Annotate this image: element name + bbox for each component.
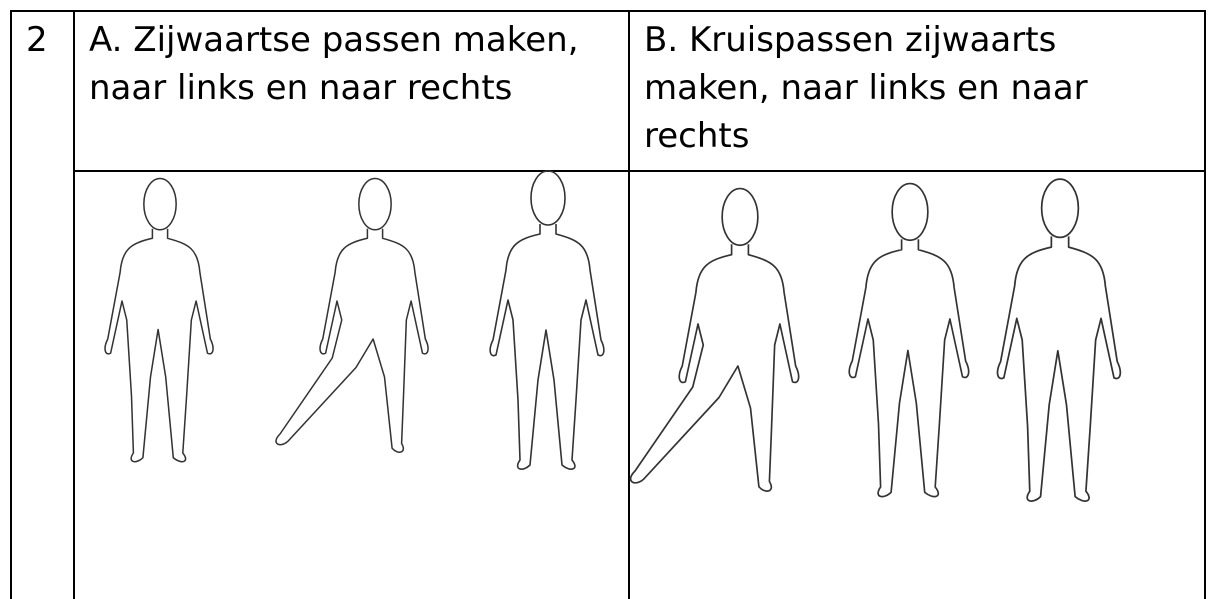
header-cell-a: A. Zijwaartse passen maken, naar links e… xyxy=(73,12,628,599)
figure xyxy=(629,187,800,492)
header-cell-b: B. Kruispassen zijwaarts maken, naar lin… xyxy=(628,12,1204,599)
figure xyxy=(275,177,429,453)
row-number: 2 xyxy=(26,20,48,60)
right-border xyxy=(1204,10,1206,599)
table-top-border xyxy=(10,10,1206,12)
row-divider xyxy=(73,170,1206,172)
exercise-b-title: B. Kruispassen zijwaarts maken, naar lin… xyxy=(644,20,1088,156)
exercise-a-title: A. Zijwaartse passen maken, naar links e… xyxy=(89,20,579,108)
figure xyxy=(489,170,605,470)
figure xyxy=(848,182,970,498)
number-cell: 2 xyxy=(10,12,73,599)
figure xyxy=(996,178,1122,502)
figure xyxy=(104,177,214,463)
